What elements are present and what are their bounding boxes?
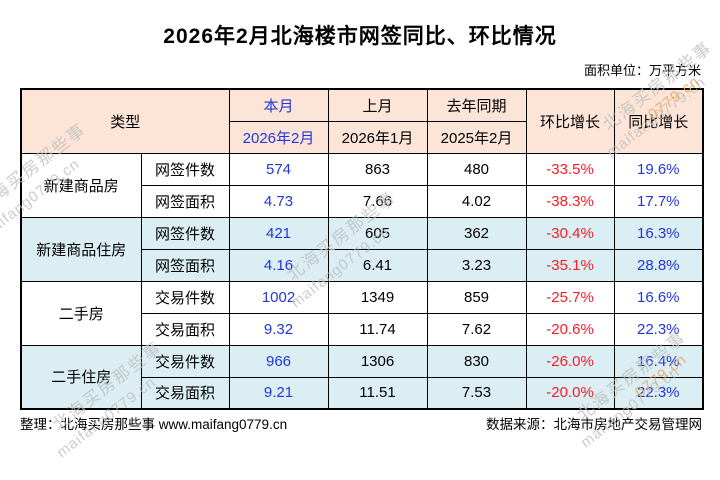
value-previous: 6.41 <box>327 248 428 282</box>
value-previous: 863 <box>327 152 428 186</box>
footer-credit: 整理：北海买房那些事 www.maifang0779.cn <box>20 417 288 432</box>
table-row: 二手住房 交易件数 966 1306 830 -26.0% 16.4% <box>20 344 704 410</box>
value-mom: -30.4% <box>525 216 615 250</box>
value-last-year: 7.62 <box>426 312 527 346</box>
metric-cell: 网签件数 <box>140 152 230 186</box>
table-row: 交易面积 9.21 11.51 7.53 -20.0% 22.3% <box>21 376 704 410</box>
value-yoy: 19.6% <box>613 152 704 186</box>
group-cell: 新建商品房 <box>20 152 142 218</box>
value-current: 9.21 <box>228 376 329 410</box>
value-current: 421 <box>228 216 329 250</box>
value-last-year: 859 <box>426 280 527 314</box>
header-type: 类型 <box>20 88 230 154</box>
value-previous: 11.51 <box>327 376 428 410</box>
value-yoy: 16.4% <box>613 344 704 378</box>
value-mom: -20.0% <box>525 376 615 410</box>
header-last-year: 去年同期 <box>426 88 527 122</box>
value-yoy: 16.3% <box>613 216 704 250</box>
value-last-year: 4.02 <box>426 184 527 218</box>
value-last-year: 480 <box>426 152 527 186</box>
value-previous: 1349 <box>327 280 428 314</box>
metric-cell: 交易面积 <box>140 312 230 346</box>
value-yoy: 28.8% <box>613 248 704 282</box>
value-yoy: 22.3% <box>613 312 704 346</box>
header-yoy-growth: 同比增长 <box>613 88 704 154</box>
header-last-year-sub: 2025年2月 <box>426 120 527 154</box>
value-current: 4.73 <box>228 184 329 218</box>
metric-cell: 交易件数 <box>140 280 230 314</box>
footer-source: 数据来源：北海市房地产交易管理网 <box>486 417 702 432</box>
value-previous: 11.74 <box>327 312 428 346</box>
table-row: 交易面积 9.32 11.74 7.62 -20.6% 22.3% <box>21 312 704 346</box>
value-current: 574 <box>228 152 329 186</box>
value-previous: 1306 <box>327 344 428 378</box>
footer: 整理：北海买房那些事 www.maifang0779.cn 数据来源：北海市房地… <box>20 413 702 433</box>
value-mom: -33.5% <box>525 152 615 186</box>
value-mom: -20.6% <box>525 312 615 346</box>
metric-cell: 网签面积 <box>140 248 230 282</box>
value-current: 1002 <box>228 280 329 314</box>
group-cell: 二手房 <box>20 280 142 346</box>
table-row: 网签面积 4.73 7.66 4.02 -38.3% 17.7% <box>21 184 704 218</box>
value-previous: 7.66 <box>327 184 428 218</box>
header-current-month: 本月 <box>228 88 329 122</box>
header-current-month-sub: 2026年2月 <box>228 120 329 154</box>
table-row: 新建商品住房 网签件数 421 605 362 -30.4% 16.3% <box>20 216 704 282</box>
table-row: 新建商品房 网签件数 574 863 480 -33.5% 19.6% <box>20 152 704 218</box>
group-cell: 新建商品住房 <box>20 216 142 282</box>
header-mom-growth: 环比增长 <box>525 88 615 154</box>
page-title: 2026年2月北海楼市网签同比、环比情况 <box>163 25 557 48</box>
value-mom: -38.3% <box>525 184 615 218</box>
value-previous: 605 <box>327 216 428 250</box>
metric-cell: 网签面积 <box>140 184 230 218</box>
metric-cell: 交易面积 <box>140 376 230 410</box>
value-yoy: 16.6% <box>613 280 704 314</box>
value-current: 966 <box>228 344 329 378</box>
value-last-year: 362 <box>426 216 527 250</box>
value-current: 4.16 <box>228 248 329 282</box>
value-yoy: 17.7% <box>613 184 704 218</box>
table-row: 二手房 交易件数 1002 1349 859 -25.7% 16.6% <box>20 280 704 346</box>
metric-cell: 交易件数 <box>140 344 230 378</box>
value-mom: -25.7% <box>525 280 615 314</box>
value-current: 9.32 <box>228 312 329 346</box>
unit-note: 面积单位：万平方米 <box>583 63 701 78</box>
value-last-year: 3.23 <box>426 248 527 282</box>
group-cell: 二手住房 <box>20 344 142 410</box>
table-row: 网签面积 4.16 6.41 3.23 -35.1% 28.8% <box>21 248 704 282</box>
metric-cell: 网签件数 <box>140 216 230 250</box>
value-mom: -26.0% <box>525 344 615 378</box>
value-yoy: 22.3% <box>613 376 704 410</box>
header-previous-month-sub: 2026年1月 <box>327 120 428 154</box>
housing-signing-table: 类型 本月 上月 去年同期 环比增长 同比增长 2026年2月 2026年1月 … <box>20 88 705 410</box>
value-last-year: 830 <box>426 344 527 378</box>
header-row-1: 类型 本月 上月 去年同期 环比增长 同比增长 <box>20 88 704 154</box>
header-row-2: 2026年2月 2026年1月 2025年2月 <box>21 120 703 154</box>
value-last-year: 7.53 <box>426 376 527 410</box>
header-previous-month: 上月 <box>327 88 428 122</box>
value-mom: -35.1% <box>525 248 615 282</box>
